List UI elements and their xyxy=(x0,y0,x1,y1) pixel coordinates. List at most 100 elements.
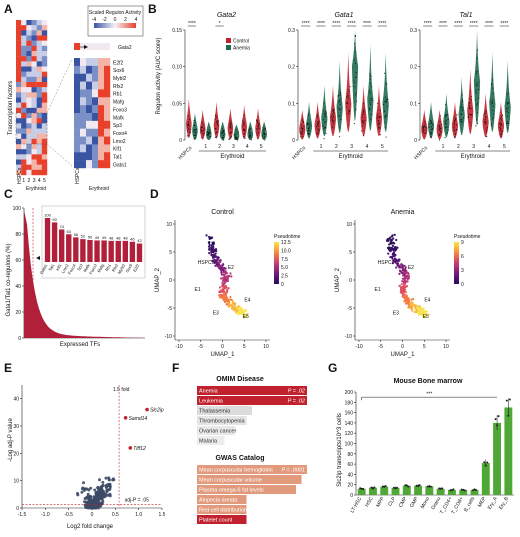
zoom-heatmap-cell xyxy=(98,136,105,145)
heatmap-a-col-label: 4 xyxy=(38,178,41,184)
umap-cell xyxy=(235,309,238,313)
violin-point xyxy=(492,113,495,115)
zoom-gene-label: Foxo3 xyxy=(113,107,127,113)
y-tick-label: 0.1 xyxy=(288,101,295,107)
violin-point xyxy=(354,36,357,38)
umap-cell xyxy=(216,261,219,264)
violin-point xyxy=(318,122,320,124)
violin-point xyxy=(256,128,258,130)
heatmap-cell xyxy=(16,128,22,134)
expression-bar xyxy=(402,485,411,495)
y-tick-label: 200 xyxy=(345,390,354,396)
umap-cell xyxy=(229,295,232,299)
volcano-highlight-point xyxy=(123,416,128,420)
violin-point xyxy=(386,100,388,103)
heatmap-cell xyxy=(31,128,37,134)
zoom-heatmap-cell xyxy=(80,58,87,67)
panel-b: Regulon activity (AUC score) Gata2 0 0.05 0… xyxy=(156,12,511,161)
violin-point xyxy=(257,125,259,127)
violin-point xyxy=(444,122,447,124)
heatmap-cell xyxy=(21,82,27,88)
zoom-heatmap-cell xyxy=(86,81,93,90)
zoom-heatmap-cell xyxy=(74,97,81,106)
violin-point xyxy=(340,97,342,99)
violin-point xyxy=(370,75,372,78)
violin-point xyxy=(444,115,446,117)
zoom-heatmap-cell xyxy=(80,136,87,145)
umap-cell xyxy=(220,271,223,274)
violin-point xyxy=(302,129,304,131)
heatmap-cell xyxy=(41,154,48,160)
violin-point xyxy=(460,107,462,109)
x-category-label: Ery_B xyxy=(498,495,510,510)
umap-cell xyxy=(393,260,397,263)
volcano-highlight-point xyxy=(128,446,133,450)
volcano-gene-label: Samd14 xyxy=(129,416,148,422)
significance-label: **** xyxy=(188,21,196,27)
violin-point xyxy=(354,76,356,78)
gata2-label: Gata2 xyxy=(118,45,132,51)
y-tick-label: 0 xyxy=(169,278,172,284)
replicate-point xyxy=(417,485,420,488)
pseudotime-tick-label: 7.5 xyxy=(281,257,288,263)
y-tick-label: 10 xyxy=(166,222,172,228)
violin-point xyxy=(248,136,250,138)
violin-point xyxy=(256,134,259,136)
replicate-point xyxy=(494,418,497,421)
violin-point xyxy=(229,133,231,135)
zoom-heatmap-cell xyxy=(74,89,81,98)
umap-cell xyxy=(424,310,427,313)
umap-cell xyxy=(214,255,218,258)
heatmap-cell xyxy=(31,45,37,52)
violin-point xyxy=(201,130,203,132)
umap-cell xyxy=(399,291,402,294)
umap-cell xyxy=(409,305,412,308)
heatmap-cell xyxy=(21,113,27,119)
umap-cell xyxy=(414,305,417,309)
violin-point xyxy=(257,122,259,124)
violin-point xyxy=(444,116,446,118)
inset-bar-value: 74 xyxy=(59,224,64,229)
zoom-heatmap-cell xyxy=(92,136,99,145)
heatmap-cell xyxy=(26,149,32,155)
expression-bar xyxy=(504,407,513,495)
significance-label: **** xyxy=(485,21,493,27)
violin-point xyxy=(379,116,381,118)
violin-point xyxy=(338,115,340,117)
violin-point xyxy=(243,123,245,125)
violin-point xyxy=(340,94,342,96)
violin-point xyxy=(201,137,203,139)
violin-point xyxy=(339,93,341,95)
violin-point xyxy=(264,139,266,141)
violin-point xyxy=(308,132,310,135)
violin-point xyxy=(444,136,446,139)
violin-point xyxy=(505,107,507,110)
violin-point xyxy=(460,119,462,121)
violin-point xyxy=(478,88,480,91)
volcano-point xyxy=(99,485,103,489)
violin-point xyxy=(302,120,304,122)
zoom-heatmap-cell xyxy=(92,58,99,67)
y-tick-label: 0 xyxy=(349,278,352,284)
violin-point xyxy=(222,128,224,130)
x-category-label: MPP xyxy=(375,495,386,508)
heatmap-cell xyxy=(31,61,37,67)
heatmap-cell xyxy=(36,154,43,160)
violin-point xyxy=(348,124,350,126)
violin-point xyxy=(307,114,310,116)
umap-cell xyxy=(397,258,400,261)
heatmap-cell xyxy=(36,123,43,129)
violin-point xyxy=(318,120,320,122)
heatmap-cell xyxy=(26,25,32,31)
gwas_rows-label: Plasma omega-6 fat levels xyxy=(199,488,264,494)
violin-point xyxy=(258,127,260,130)
zoom-erythroid-label: Erythroid xyxy=(89,186,109,192)
umap-cell xyxy=(222,283,225,286)
violin-point xyxy=(377,113,379,116)
violin-point xyxy=(215,114,217,116)
heatmap-cell xyxy=(21,35,27,41)
umap-cell xyxy=(216,265,219,268)
volcano-point xyxy=(94,494,98,498)
y-tick-label: 20 xyxy=(347,483,353,489)
umap-cell xyxy=(241,312,244,315)
